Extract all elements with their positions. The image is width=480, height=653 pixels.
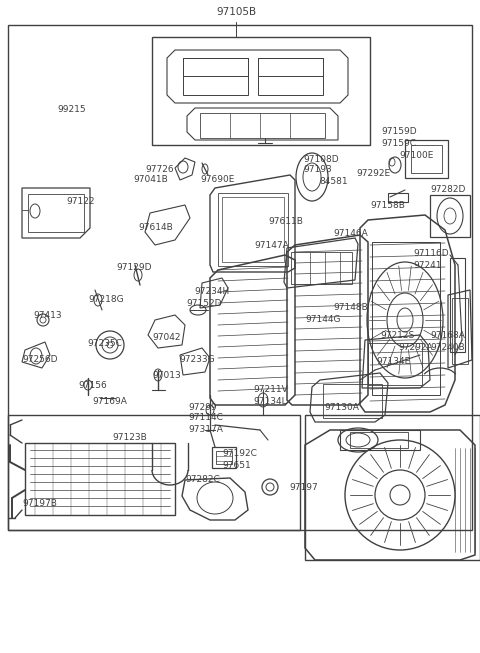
Bar bbox=[411, 145, 442, 173]
Text: 97282D: 97282D bbox=[430, 185, 466, 195]
Text: 97614B: 97614B bbox=[138, 223, 173, 232]
Text: 97129D: 97129D bbox=[116, 263, 152, 272]
Bar bbox=[152, 37, 370, 145]
Text: 97134E: 97134E bbox=[376, 357, 410, 366]
Text: 97212S: 97212S bbox=[380, 330, 414, 340]
Text: 97690E: 97690E bbox=[200, 174, 234, 183]
Text: 97292A: 97292A bbox=[398, 343, 432, 353]
Text: 97292E: 97292E bbox=[356, 170, 390, 178]
Text: 97169A: 97169A bbox=[92, 396, 127, 406]
Text: 97726: 97726 bbox=[145, 165, 174, 174]
Text: 97413: 97413 bbox=[33, 310, 61, 319]
Text: 97317A: 97317A bbox=[188, 426, 223, 434]
Text: 97134L: 97134L bbox=[253, 396, 287, 406]
Bar bbox=[372, 242, 440, 395]
Text: 97197: 97197 bbox=[289, 483, 318, 492]
Text: 97116D: 97116D bbox=[413, 249, 449, 257]
Text: 97122: 97122 bbox=[66, 197, 95, 206]
Text: 97114C: 97114C bbox=[188, 413, 223, 422]
Text: 97651: 97651 bbox=[222, 460, 251, 470]
Bar bbox=[388, 193, 408, 202]
Text: 97168A: 97168A bbox=[430, 332, 465, 340]
Text: 97197B: 97197B bbox=[22, 498, 57, 507]
Text: 97146A: 97146A bbox=[333, 229, 368, 238]
Text: 97144G: 97144G bbox=[305, 315, 340, 325]
Bar bbox=[305, 415, 480, 560]
Bar bbox=[8, 25, 472, 530]
Text: 97042: 97042 bbox=[152, 332, 180, 342]
Text: 97105B: 97105B bbox=[216, 7, 256, 17]
Bar bbox=[340, 430, 420, 450]
Bar bbox=[183, 58, 248, 76]
Text: 97159D: 97159D bbox=[381, 127, 417, 136]
Text: 97192C: 97192C bbox=[222, 449, 257, 458]
Bar bbox=[222, 197, 284, 262]
Bar bbox=[28, 194, 84, 232]
Bar bbox=[450, 258, 465, 352]
Text: 97235C: 97235C bbox=[87, 340, 122, 349]
Bar bbox=[323, 384, 382, 418]
Text: 97158B: 97158B bbox=[370, 202, 405, 210]
Bar bbox=[258, 58, 323, 95]
Bar bbox=[183, 58, 248, 95]
Bar bbox=[258, 58, 323, 76]
Bar bbox=[405, 140, 448, 178]
Bar bbox=[25, 443, 175, 515]
Text: 97240B: 97240B bbox=[430, 343, 465, 353]
Bar bbox=[218, 193, 288, 266]
Text: 97041B: 97041B bbox=[133, 174, 168, 183]
Text: 97211V: 97211V bbox=[253, 385, 288, 394]
Text: 97152D: 97152D bbox=[186, 298, 221, 308]
Bar bbox=[368, 343, 422, 385]
Bar bbox=[291, 252, 352, 284]
Text: 97108D: 97108D bbox=[303, 155, 338, 163]
Bar bbox=[212, 447, 236, 468]
Text: 97256D: 97256D bbox=[22, 355, 58, 364]
Text: 97241: 97241 bbox=[413, 261, 442, 270]
Text: 97218G: 97218G bbox=[88, 295, 124, 304]
Text: 84581: 84581 bbox=[319, 176, 348, 185]
Text: 97234H: 97234H bbox=[194, 287, 229, 296]
Text: 97123B: 97123B bbox=[112, 432, 147, 441]
Bar bbox=[8, 415, 300, 530]
Text: 97299: 97299 bbox=[188, 402, 216, 411]
Bar bbox=[350, 432, 408, 448]
Bar bbox=[216, 451, 232, 464]
Bar bbox=[452, 298, 468, 364]
Text: 97013: 97013 bbox=[152, 370, 181, 379]
Text: 97130A: 97130A bbox=[324, 404, 359, 413]
Text: 97100E: 97100E bbox=[399, 150, 433, 159]
Text: 97611B: 97611B bbox=[268, 217, 303, 227]
Text: 97233G: 97233G bbox=[179, 355, 215, 364]
Text: 97147A: 97147A bbox=[254, 242, 289, 251]
Text: 97282C: 97282C bbox=[185, 475, 220, 483]
Text: 97148B: 97148B bbox=[333, 304, 368, 313]
Text: 97193: 97193 bbox=[303, 165, 332, 174]
Bar bbox=[430, 195, 470, 237]
Text: 97159C: 97159C bbox=[381, 138, 416, 148]
Text: 97156: 97156 bbox=[78, 381, 107, 389]
Bar bbox=[200, 113, 325, 138]
Text: 99215: 99215 bbox=[58, 104, 86, 114]
